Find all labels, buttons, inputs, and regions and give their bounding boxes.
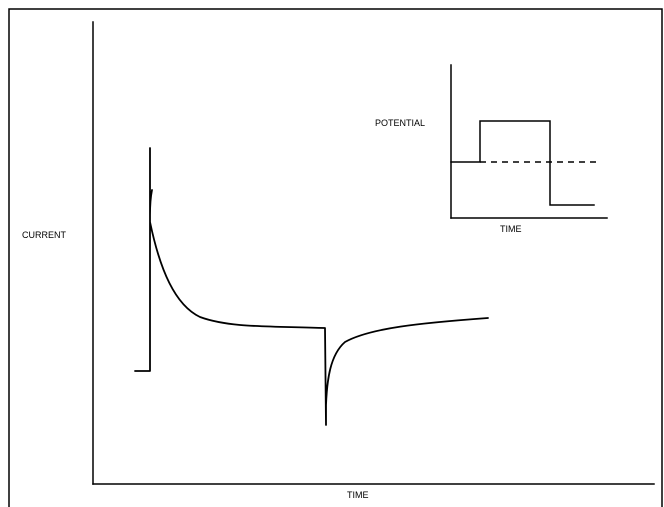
inset-chart: POTENTIAL TIME (375, 64, 608, 234)
current-response-curve (134, 147, 489, 426)
main-x-axis-label: TIME (347, 490, 369, 500)
main-chart: CURRENT TIME (22, 21, 655, 500)
inset-y-axis-label: POTENTIAL (375, 118, 425, 128)
figure-border (8, 8, 663, 507)
potential-step-waveform (450, 120, 595, 206)
inset-x-axis-label: TIME (500, 224, 522, 234)
main-y-axis-label: CURRENT (22, 230, 67, 240)
